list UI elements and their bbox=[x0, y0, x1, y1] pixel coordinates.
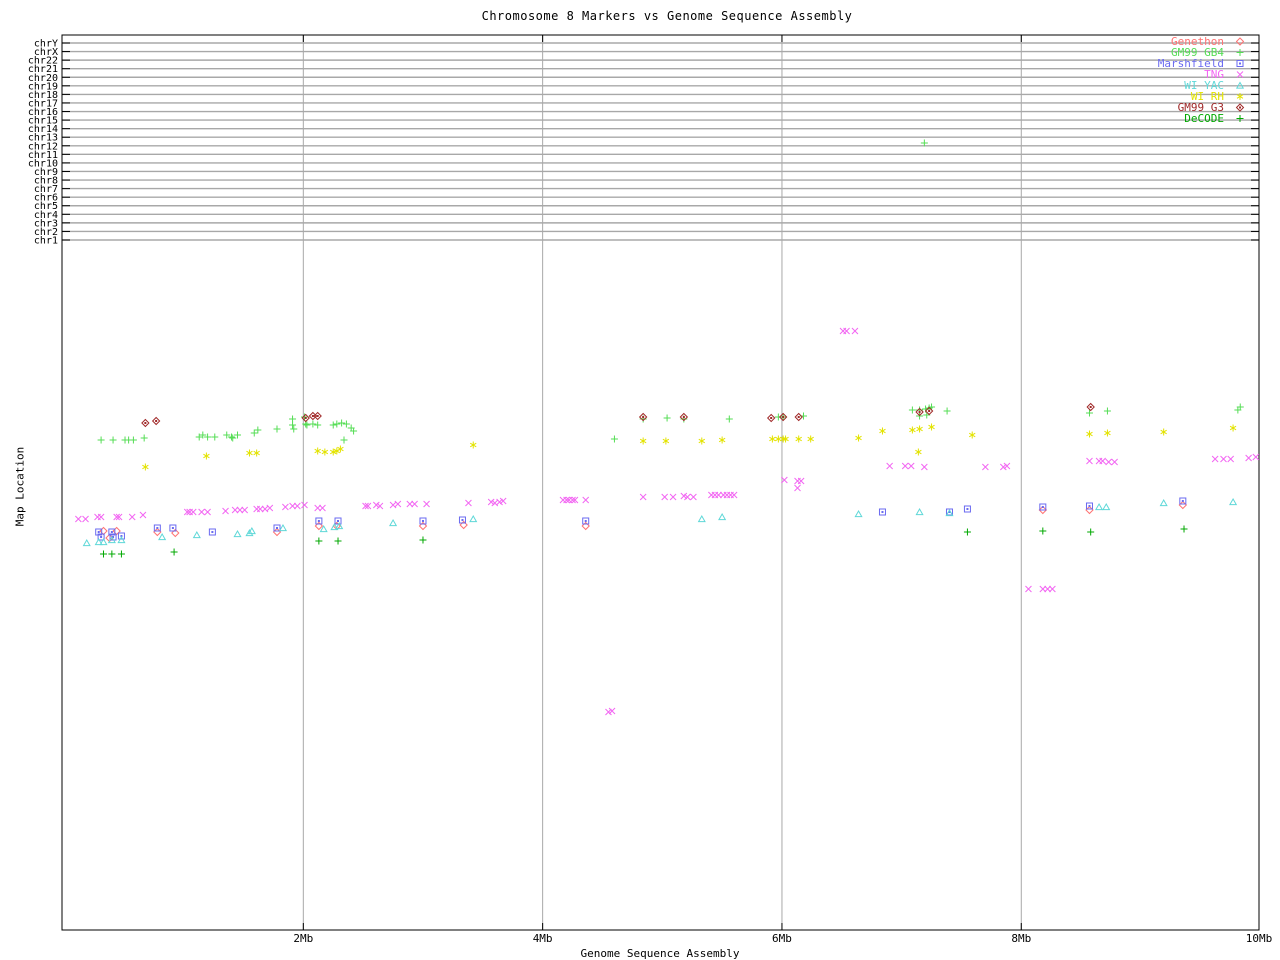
plot-border bbox=[61, 34, 1260, 931]
legend-label: WI RH bbox=[1190, 90, 1224, 103]
chromosome-label: chr15 bbox=[28, 116, 58, 127]
x-tick-label: 8Mb bbox=[1011, 932, 1031, 945]
chromosome-label: chr16 bbox=[28, 107, 58, 118]
x-tick-label: 10Mb bbox=[1246, 932, 1273, 945]
chromosome-label: chr22 bbox=[28, 56, 58, 67]
chromosome-label: chrY bbox=[34, 39, 58, 50]
chromosome-label: chr10 bbox=[28, 158, 58, 169]
legend-item-decode: DeCODE bbox=[1095, 113, 1250, 124]
legend: Genethon GM99 GB4 Marshfield TNG WI YAC WI RH… bbox=[1095, 36, 1250, 124]
chromosome-label: chr21 bbox=[28, 64, 58, 75]
chromosome-labels: chrYchrXchr22chr21chr20chr19chr18chr17ch… bbox=[28, 39, 58, 247]
series-tng bbox=[75, 327, 1260, 716]
x-tick-label: 4Mb bbox=[533, 932, 553, 945]
chromosome-label: chr20 bbox=[28, 73, 58, 84]
chromosome-label: chr17 bbox=[28, 98, 58, 109]
y-axis-title: Map Location bbox=[13, 446, 27, 527]
chromosome-label: chr5 bbox=[34, 201, 58, 212]
legend-label: Marshfield bbox=[1157, 57, 1224, 70]
legend-label: TNG bbox=[1204, 68, 1224, 81]
x-axis-title: Genome Sequence Assembly bbox=[580, 947, 740, 960]
legend-marker-icon bbox=[1235, 37, 1245, 46]
legend-item-wi-rh: WI RH bbox=[1095, 91, 1250, 102]
chromosome-label: chr3 bbox=[34, 218, 58, 229]
chromosome-label: chr14 bbox=[28, 124, 58, 135]
legend-item-wi-yac: WI YAC bbox=[1095, 80, 1250, 91]
x-tick-label: 6Mb bbox=[772, 932, 792, 945]
legend-label: WI YAC bbox=[1184, 79, 1224, 92]
chromosome-label: chrX bbox=[34, 47, 58, 58]
chromosome-label: chr19 bbox=[28, 81, 58, 92]
series-gm99-g3 bbox=[141, 402, 1095, 428]
legend-marker-icon bbox=[1236, 60, 1244, 67]
series-decode bbox=[99, 525, 1188, 558]
legend-item-tng: TNG bbox=[1095, 69, 1250, 80]
chromosome-lines bbox=[62, 42, 1259, 241]
legend-item-marshfield: Marshfield bbox=[1095, 58, 1250, 69]
chromosome-label: chr13 bbox=[28, 133, 58, 144]
chromosome-label: chr6 bbox=[34, 193, 58, 204]
chromosome-label: chr7 bbox=[34, 184, 58, 195]
legend-label: GM99 GB4 bbox=[1171, 46, 1224, 59]
x-tick-label: 2Mb bbox=[293, 932, 313, 945]
chromosome-label: chr9 bbox=[34, 167, 58, 178]
legend-marker-icon bbox=[1236, 71, 1244, 78]
series-gm99-gb4 bbox=[97, 139, 1244, 444]
legend-item-genethon: Genethon bbox=[1095, 36, 1250, 47]
chromosome-label: chr12 bbox=[28, 141, 58, 152]
legend-marker-icon bbox=[1236, 93, 1244, 100]
series-wi-rh bbox=[142, 423, 1237, 471]
chromosome-label: chr11 bbox=[28, 150, 58, 161]
series-wi-yac bbox=[82, 497, 1238, 547]
chromosome-label: chr4 bbox=[34, 210, 58, 221]
chromosome-label: chr18 bbox=[28, 90, 58, 101]
x-tick-labels: 2Mb 4Mb 6Mb 8Mb 10Mb bbox=[293, 932, 1272, 945]
legend-label: DeCODE bbox=[1184, 112, 1224, 125]
legend-marker-icon bbox=[1236, 49, 1244, 56]
legend-marker-icon bbox=[1235, 103, 1245, 112]
chromosome-label: chr1 bbox=[34, 236, 58, 247]
chart-title: Chromosome 8 Markers vs Genome Sequence … bbox=[481, 9, 853, 23]
gridlines bbox=[302, 35, 1022, 930]
series-marshfield bbox=[95, 497, 1187, 541]
legend-item-gm99-gb4: GM99 GB4 bbox=[1095, 47, 1250, 58]
chromosome-label: chr8 bbox=[34, 176, 58, 187]
legend-label: GM99 G3 bbox=[1177, 101, 1224, 114]
legend-marker-icon bbox=[1235, 81, 1245, 89]
legend-marker-icon bbox=[1236, 115, 1244, 122]
legend-label: Genethon bbox=[1171, 35, 1224, 48]
legend-item-gm99-g3: GM99 G3 bbox=[1095, 102, 1250, 113]
chromosome-label: chr2 bbox=[34, 227, 58, 238]
